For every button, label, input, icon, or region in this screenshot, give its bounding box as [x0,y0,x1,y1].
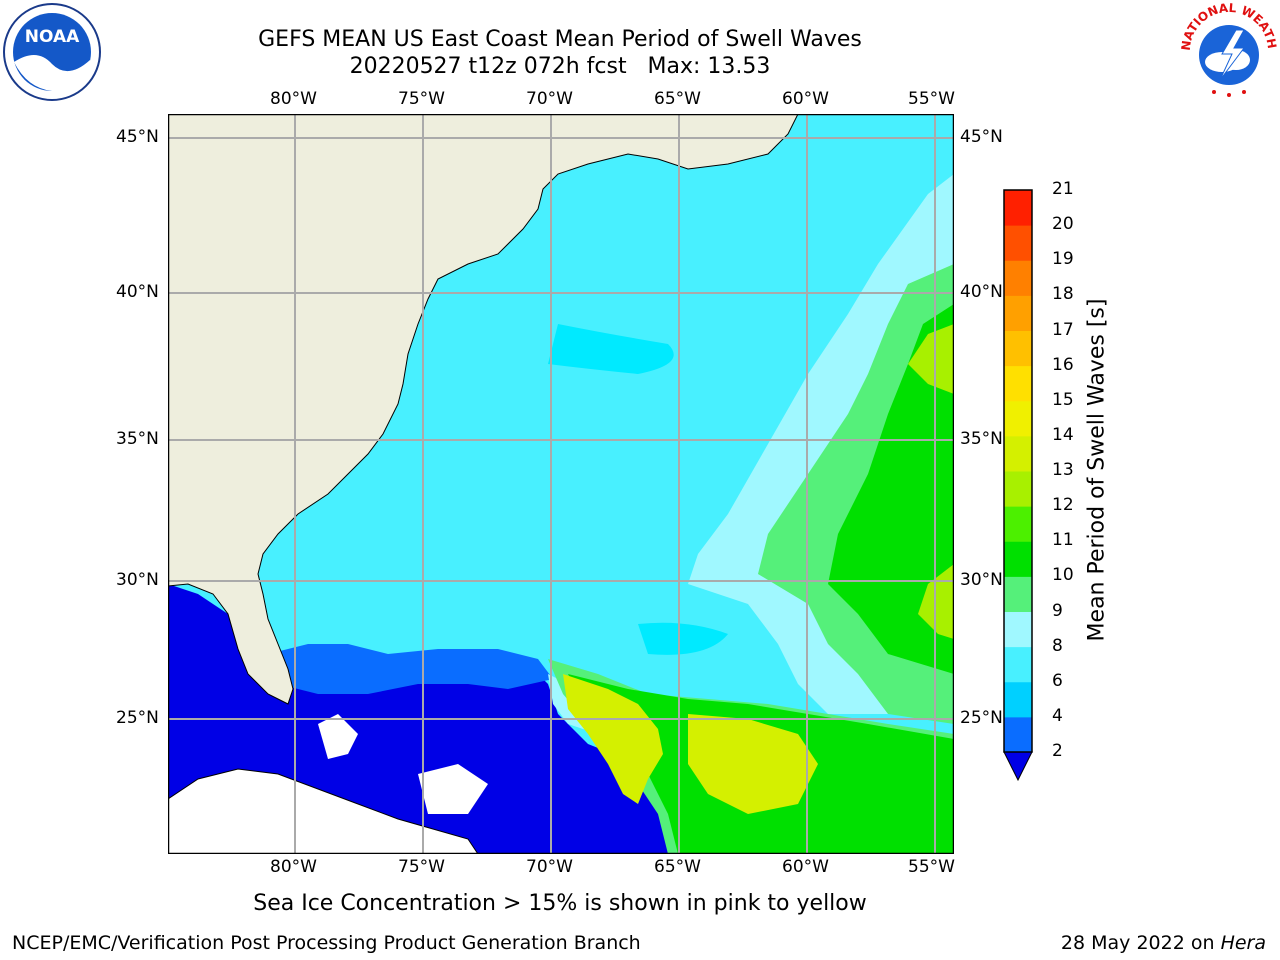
noaa-logo-text: NOAA [25,27,80,47]
land-north-america [168,114,799,705]
chart-subtitle: 20220527 t12z 072h fcst Max: 13.53 [349,54,771,79]
colorbar-tick-label: 8 [1052,635,1063,656]
colorbar-tick-label: 20 [1052,214,1074,235]
colorbar-band [1004,435,1032,472]
chart-title: GEFS MEAN US East Coast Mean Period of S… [258,27,862,52]
colorbar-band [1004,471,1032,507]
lon-label-bottom: 70°W [526,857,573,877]
lat-label-left: 40°N [116,282,159,302]
colorbar-tick-label: 19 [1052,249,1074,270]
masked-area [418,764,488,814]
lon-label-bottom: 75°W [398,857,445,877]
lat-label-right: 40°N [960,282,1003,302]
yellow-region [563,674,663,804]
lat-label-right: 25°N [960,708,1003,728]
colorbar-tick-label: 6 [1052,670,1063,691]
lat-label-left: 45°N [116,127,159,147]
colorbar-tick-label: 9 [1052,600,1063,621]
colorbar-band [1004,365,1032,402]
lat-label-left: 30°N [116,570,159,590]
colorbar-band [1004,400,1032,437]
lon-label-top: 55°W [908,89,955,109]
colorbar-tick-label: 13 [1052,460,1074,480]
colorbar-tick-label: 2 [1052,741,1063,761]
colorbar-band [1004,295,1032,331]
colorbar-band [1004,190,1032,226]
lon-label-bottom: 80°W [270,857,317,877]
lat-label-right: 35°N [960,429,1003,449]
colorbar-band [1004,716,1032,753]
land-cuba [168,768,479,854]
yellow-region [688,714,818,814]
date-text: 28 May 2022 on Hera [1061,932,1266,954]
colorbar-tick-label: 16 [1052,354,1074,375]
colorbar-tick-label: 4 [1052,705,1063,726]
colorbar-tick-label: 11 [1052,530,1074,551]
lat-label-right: 30°N [960,570,1003,590]
lon-label-top: 70°W [526,89,573,109]
cyan-patch [638,622,728,655]
colorbar-under-triangle [1003,751,1033,782]
colorbar-band [1004,646,1032,683]
lat-label-left: 35°N [116,429,159,449]
colorbar-bands [1004,190,1032,753]
colorbar-tick-label: 15 [1052,389,1074,410]
colorbar-tick-label: 14 [1052,424,1074,445]
lon-label-top: 80°W [270,89,317,109]
cyan-patch [548,324,674,374]
lon-label-bottom: 60°W [782,857,829,877]
lon-label-bottom: 65°W [654,857,701,877]
swell-period-map [168,114,954,854]
colorbar-label: Mean Period of Swell Waves [s] [1084,298,1110,642]
masked-area [318,714,358,759]
lon-label-top: 65°W [654,89,701,109]
nws-logo: NATIONAL WEATHER SERVICE [1178,0,1279,100]
colorbar-tick-label: 17 [1052,319,1074,340]
lon-label-top: 60°W [782,89,829,109]
colorbar-tick-label: 10 [1052,565,1074,586]
sea-ice-note: Sea Ice Concentration > 15% is shown in … [253,891,867,916]
colorbar-tick-label: 18 [1052,284,1074,305]
noaa-logo: NOAA [3,3,101,101]
lon-label-top: 75°W [398,89,445,109]
colorbar-band [1004,611,1032,648]
map-frame [168,114,954,854]
colorbar-frame [1003,189,1033,753]
colorbar [1003,189,1033,782]
med-blue-region [268,644,553,694]
credit-text: NCEP/EMC/Verification Post Processing Pr… [12,932,641,954]
colorbar-band [1004,541,1032,577]
colorbar-band [1004,330,1032,367]
date-value: 28 May 2022 on [1060,932,1221,954]
lat-label-right: 45°N [960,127,1003,147]
colorbar-band [1004,260,1032,296]
lon-label-bottom: 55°W [908,857,955,877]
colorbar-band [1004,576,1032,612]
machine-name: Hera [1220,932,1266,954]
colorbar-band [1004,506,1032,542]
colorbar-tick-label: 21 [1052,179,1074,199]
map-grid [168,114,954,854]
yellow-green-patch [908,324,954,394]
lat-label-left: 25°N [116,708,159,728]
colorbar-band [1004,225,1032,261]
colorbar-band [1004,681,1032,718]
colorbar-tick-label: 12 [1052,495,1074,516]
